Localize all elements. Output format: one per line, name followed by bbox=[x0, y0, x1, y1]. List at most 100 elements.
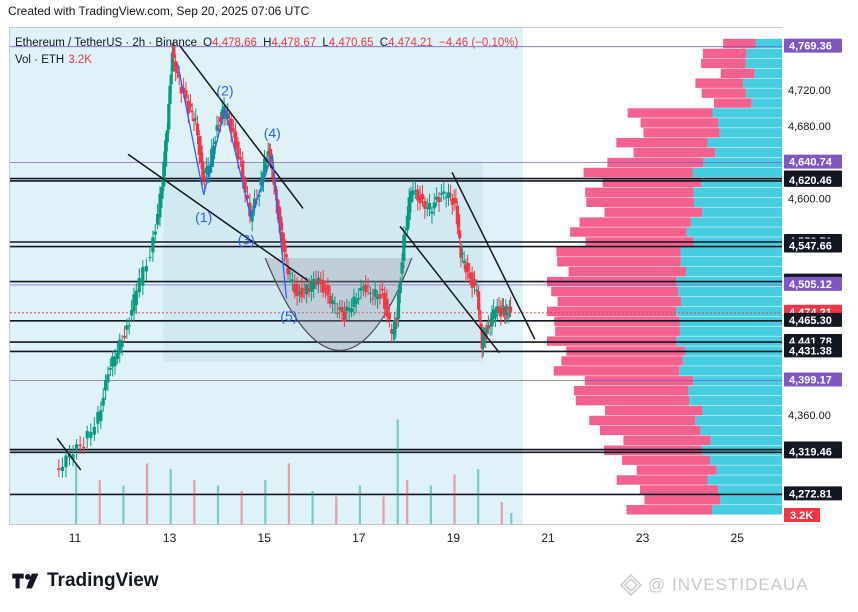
chart-canvas[interactable]: (1) (2) (3) (4) (5) bbox=[10, 28, 782, 524]
candle-body bbox=[248, 202, 252, 217]
price-level-label: 4,272.81 bbox=[789, 488, 832, 500]
price-tick-label: 4,600.00 bbox=[788, 193, 831, 205]
volume-profile-up-bar bbox=[716, 465, 782, 475]
price-axis[interactable]: 4,720.00 4,680.00 4,600.00 4,360.00 4,769.36… bbox=[782, 27, 858, 523]
volume-profile-down-bar bbox=[555, 326, 680, 336]
candle-body bbox=[371, 298, 375, 300]
candle-body bbox=[328, 295, 332, 304]
volume-profile-up-bar bbox=[718, 485, 782, 495]
candle-body bbox=[167, 104, 171, 130]
candle-body bbox=[177, 74, 181, 77]
volume-profile-down-bar bbox=[599, 425, 701, 436]
candle-body bbox=[307, 287, 311, 292]
candle-body bbox=[213, 141, 217, 145]
investideaua-logo-icon bbox=[620, 574, 642, 596]
candle-body bbox=[257, 195, 261, 197]
price-axis-canvas[interactable]: 4,720.00 4,680.00 4,600.00 4,360.00 4,769.36… bbox=[782, 27, 858, 523]
volume-profile-up-bar bbox=[676, 306, 782, 317]
candle-body bbox=[57, 468, 61, 470]
chart-pane[interactable]: (1) (2) (3) (4) (5) bbox=[9, 27, 783, 525]
date-tick-label: 19 bbox=[447, 531, 461, 545]
volume-profile-up-bar bbox=[710, 455, 782, 465]
candle-body bbox=[108, 367, 112, 370]
candle-body bbox=[349, 308, 354, 313]
volume-line: Vol · ETH 3.2K bbox=[15, 52, 518, 69]
volume-profile-down-bar bbox=[723, 38, 756, 49]
volume-profile-up-bar bbox=[679, 326, 782, 336]
candle-body bbox=[153, 231, 157, 235]
candle-body bbox=[195, 123, 200, 136]
candle-body bbox=[281, 232, 285, 250]
candle-body bbox=[155, 214, 160, 225]
price-level-label: 4,505.12 bbox=[789, 279, 832, 291]
volume-profile-down-bar bbox=[551, 286, 679, 297]
candle-body bbox=[284, 254, 288, 258]
volume-bar bbox=[500, 502, 503, 524]
candle-body bbox=[184, 90, 188, 99]
candle-body bbox=[394, 322, 398, 329]
volume-profile-up-bar bbox=[702, 207, 782, 217]
price-level-label: 4,431.38 bbox=[789, 345, 832, 357]
volume-profile-up-bar bbox=[755, 38, 782, 49]
candle-body bbox=[300, 287, 304, 298]
tradingview-brand[interactable]: TradingView bbox=[12, 570, 159, 592]
candle-body bbox=[101, 397, 105, 406]
candle-body bbox=[387, 312, 391, 320]
candle-body bbox=[118, 339, 122, 354]
candle-body bbox=[89, 431, 93, 438]
volume-profile-down-bar bbox=[627, 108, 713, 118]
volume-profile-down-bar bbox=[640, 118, 719, 128]
wave-label: (1) bbox=[195, 209, 212, 225]
candle-body bbox=[495, 306, 499, 313]
candle-body bbox=[479, 323, 483, 329]
candle-body bbox=[335, 312, 339, 314]
candle-body bbox=[506, 313, 510, 315]
volume-profile-up-bar bbox=[702, 405, 782, 416]
volume-bar bbox=[169, 469, 172, 524]
wave-label: (4) bbox=[264, 125, 281, 141]
volume-profile-up-bar bbox=[693, 197, 782, 207]
symbol-label[interactable]: Ethereum / TetherUS · 2h · Binance bbox=[15, 37, 197, 49]
candle-body bbox=[252, 198, 257, 209]
price-level-label-bg bbox=[784, 276, 842, 291]
candle-body bbox=[175, 71, 179, 74]
date-axis[interactable]: 11 13 15 17 19 21 23 25 bbox=[9, 524, 781, 550]
volume-bar bbox=[122, 485, 125, 524]
candle-body bbox=[192, 118, 196, 122]
candle-body bbox=[460, 252, 464, 255]
candle-body bbox=[323, 287, 328, 290]
candle-body bbox=[85, 431, 89, 439]
candle-body bbox=[405, 215, 409, 231]
volume-profile-up-bar bbox=[751, 98, 782, 108]
volume-profile-up-bar bbox=[695, 415, 782, 426]
candle-body bbox=[366, 286, 370, 288]
candle-body bbox=[236, 141, 240, 159]
candle-body bbox=[295, 283, 299, 297]
candle-body bbox=[210, 148, 214, 168]
volume-profile-down-bar bbox=[633, 147, 716, 158]
candle-body bbox=[354, 299, 358, 304]
price-level-label-bg bbox=[784, 372, 842, 387]
candle-body bbox=[338, 307, 342, 310]
volume-profile-up-bar bbox=[700, 425, 782, 436]
date-axis-canvas[interactable]: 11 13 15 17 19 21 23 25 bbox=[9, 524, 781, 550]
candle-body bbox=[383, 292, 387, 309]
candle-body bbox=[481, 334, 485, 348]
volume-label[interactable]: Vol · ETH bbox=[15, 54, 65, 66]
volume-profile-up-bar bbox=[679, 366, 782, 376]
candle-body bbox=[304, 284, 309, 295]
candle-body bbox=[238, 157, 242, 160]
volume-profile-down-bar bbox=[547, 306, 677, 317]
trend-line bbox=[179, 45, 304, 209]
candle-body bbox=[286, 267, 290, 275]
candle-body bbox=[309, 281, 313, 292]
volume-profile-up-bar bbox=[707, 138, 782, 148]
price-level-label-bg bbox=[784, 486, 842, 501]
candle-body bbox=[508, 306, 513, 312]
candle-body bbox=[82, 446, 86, 449]
volume-profile-down-bar bbox=[586, 197, 694, 207]
candle-body bbox=[272, 179, 276, 185]
price-tick-label: 4,360.00 bbox=[788, 410, 831, 422]
candle-body bbox=[190, 110, 194, 113]
candle-body bbox=[74, 444, 79, 450]
